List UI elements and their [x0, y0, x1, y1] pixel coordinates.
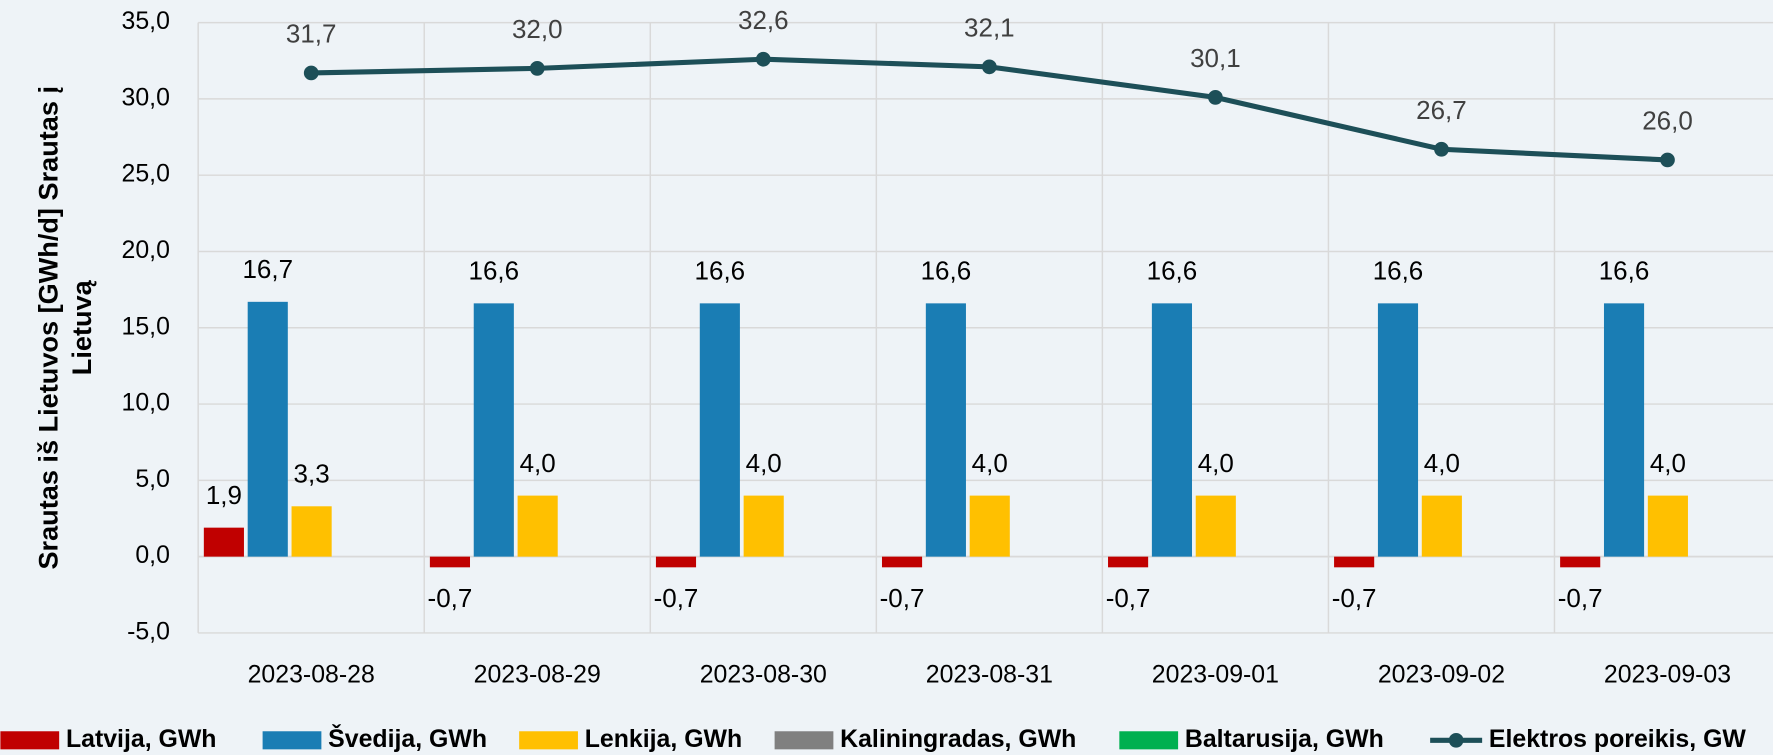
- data-label: 4,0: [746, 448, 782, 478]
- bar: [1195, 495, 1236, 557]
- legend-swatch: [1119, 731, 1179, 750]
- data-label: 30,1: [1190, 43, 1241, 73]
- bar: [247, 301, 288, 557]
- data-label: 4,0: [1198, 448, 1234, 478]
- data-label: -0,7: [1106, 583, 1151, 613]
- y-tick-label: 20,0: [122, 236, 170, 264]
- data-label: -0,7: [880, 583, 925, 613]
- data-label: 26,0: [1642, 105, 1693, 135]
- y-tick-label: 5,0: [135, 465, 170, 493]
- bar: [1151, 303, 1193, 557]
- line-marker: [1660, 152, 1675, 168]
- data-label: 16,6: [1599, 256, 1650, 286]
- legend-swatch-marker: [1448, 732, 1464, 748]
- y-tick-label: 25,0: [122, 160, 170, 188]
- y-tick-label: -5,0: [127, 617, 170, 645]
- line-marker: [1434, 141, 1449, 157]
- data-label: 16,6: [1373, 256, 1424, 286]
- data-label: 3,3: [294, 459, 330, 489]
- data-label: -0,7: [428, 583, 473, 613]
- data-label: 16,6: [695, 256, 746, 286]
- bar: [1377, 303, 1419, 557]
- bar: [517, 495, 558, 557]
- x-tick-label: 2023-08-31: [926, 660, 1053, 688]
- data-label: 32,6: [738, 5, 789, 35]
- y-axis-title-line: Srautas iš Lietuvos [GWh/d] Srautas į: [32, 86, 63, 570]
- data-label: 1,9: [206, 480, 242, 510]
- data-label: -0,7: [1558, 583, 1603, 613]
- legend-swatch: [262, 731, 322, 750]
- x-tick-label: 2023-08-28: [248, 660, 375, 688]
- data-label: 31,7: [286, 19, 337, 49]
- legend-label: Baltarusija, GWh: [1185, 725, 1384, 753]
- data-label: 32,0: [512, 14, 563, 44]
- bar: [473, 303, 514, 557]
- x-tick-label: 2023-09-02: [1378, 660, 1505, 688]
- y-tick-label: 15,0: [122, 312, 170, 340]
- line-marker: [982, 59, 997, 75]
- bar: [925, 303, 966, 557]
- data-label: 16,6: [921, 256, 972, 286]
- data-label: 16,7: [242, 254, 293, 284]
- bar: [291, 506, 332, 557]
- y-tick-label: 35,0: [122, 7, 170, 35]
- bar: [881, 556, 923, 568]
- bar: [969, 495, 1010, 557]
- line-marker: [529, 61, 545, 76]
- bar: [1603, 303, 1645, 557]
- data-label: 26,7: [1416, 95, 1467, 125]
- line-marker: [303, 65, 319, 81]
- bar: [203, 527, 244, 557]
- data-label: 4,0: [972, 448, 1008, 478]
- bar: [699, 303, 740, 557]
- data-label: 4,0: [1650, 448, 1686, 478]
- y-axis-title-line: Lietuvą: [66, 279, 97, 375]
- data-label: 4,0: [1424, 448, 1460, 478]
- x-tick-label: 2023-09-03: [1604, 660, 1731, 688]
- bar: [1334, 556, 1375, 568]
- legend-swatch: [774, 731, 834, 750]
- data-label: 4,0: [520, 448, 556, 478]
- bar: [1108, 556, 1149, 568]
- bar: [429, 556, 471, 568]
- legend-swatch: [0, 731, 60, 750]
- legend-label: Elektros poreikis, GW: [1489, 725, 1746, 753]
- legend-label: Švedija, GWh: [328, 723, 487, 753]
- line-marker: [1208, 90, 1223, 105]
- legend-swatch: [519, 731, 578, 750]
- data-label: 16,6: [1147, 256, 1198, 286]
- y-tick-label: 30,0: [122, 83, 170, 111]
- y-tick-label: 10,0: [122, 389, 170, 417]
- data-label: 32,1: [964, 12, 1015, 42]
- line-marker: [755, 51, 771, 67]
- bar: [1647, 495, 1688, 557]
- legend-label: Latvija, GWh: [66, 725, 217, 753]
- bar: [1421, 495, 1462, 557]
- data-label: -0,7: [654, 583, 699, 613]
- x-tick-label: 2023-08-29: [474, 660, 601, 688]
- bar: [655, 556, 697, 568]
- legend-label: Kaliningradas, GWh: [840, 725, 1076, 753]
- data-label: 16,6: [469, 256, 520, 286]
- y-tick-label: 0,0: [135, 541, 170, 569]
- bar: [1560, 556, 1601, 568]
- bar: [743, 495, 784, 557]
- legend-label: Lenkija, GWh: [585, 725, 742, 753]
- x-tick-label: 2023-08-30: [700, 660, 827, 688]
- data-label: -0,7: [1332, 583, 1377, 613]
- x-tick-label: 2023-09-01: [1152, 660, 1279, 688]
- y-axis-title: Srautas iš Lietuvos [GWh/d] Srautas į Li…: [32, 86, 97, 570]
